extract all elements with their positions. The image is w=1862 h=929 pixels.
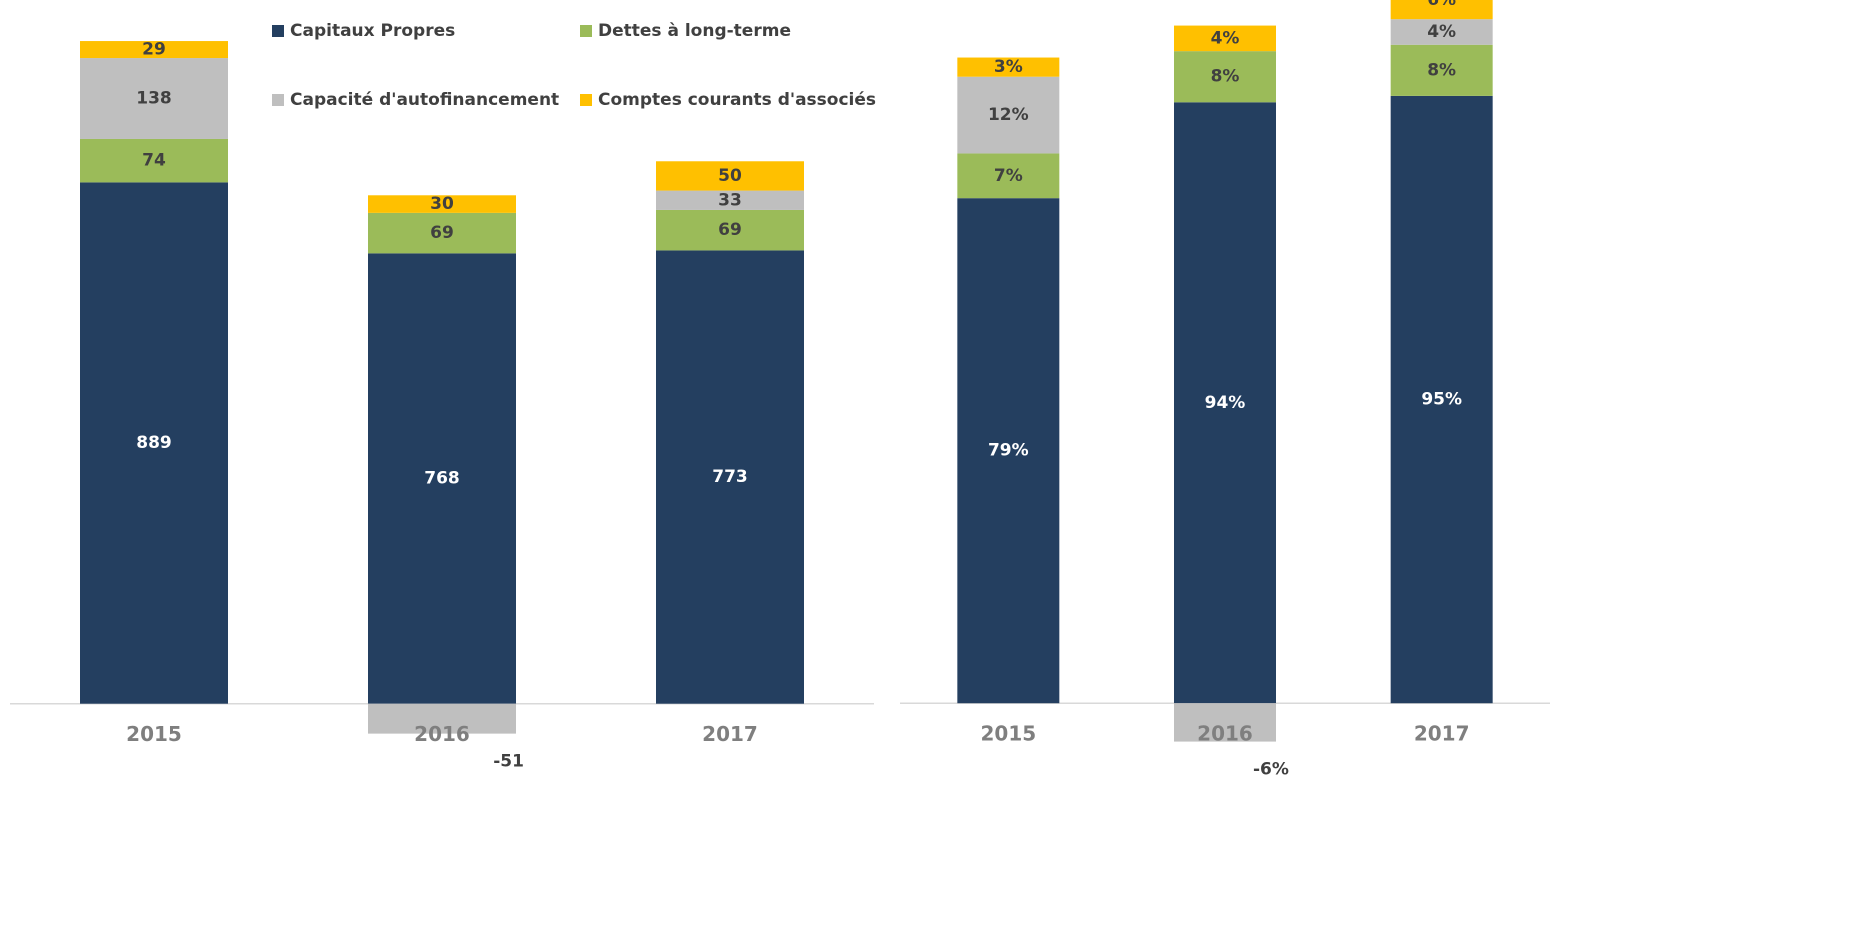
bar-segment — [368, 212, 516, 254]
data-label: 12% — [988, 105, 1029, 125]
x-tick-label: 2017 — [702, 722, 758, 746]
data-label: 29 — [142, 40, 166, 60]
bar-segment — [368, 195, 516, 213]
bar-segment — [656, 209, 804, 251]
legend-label: Comptes courants d'associés — [598, 90, 876, 110]
bar-segment — [80, 58, 228, 139]
bar-segment — [1174, 102, 1276, 704]
bar-segment — [1390, 44, 1493, 96]
bar-segment — [1174, 25, 1276, 52]
bar-segment — [656, 161, 804, 191]
legend-swatch — [272, 94, 284, 106]
data-label: 69 — [430, 223, 454, 243]
data-label: -6% — [1253, 760, 1289, 780]
legend-label: Dettes à long-terme — [598, 21, 791, 41]
data-label: 30 — [430, 194, 454, 214]
data-label: 138 — [136, 89, 172, 109]
data-label: 4% — [1211, 28, 1240, 48]
data-label: 94% — [1205, 393, 1246, 413]
bar-segment — [656, 190, 804, 210]
bar-segment — [957, 198, 1060, 704]
bar-segment — [80, 182, 228, 704]
data-label: 50 — [718, 166, 742, 186]
legend-swatch — [580, 94, 592, 106]
data-label: 79% — [988, 441, 1029, 461]
bar-segment — [656, 250, 804, 704]
data-label: 74 — [142, 151, 166, 171]
data-label: 3% — [994, 57, 1023, 77]
legend-swatch — [580, 25, 592, 37]
data-label: 889 — [136, 433, 172, 453]
legend-label: Capacité d'autofinancement — [290, 90, 559, 110]
bar-segment — [957, 57, 1060, 77]
x-tick-label: 2016 — [1197, 722, 1253, 746]
x-tick-label: 2015 — [126, 722, 182, 746]
bar-segment — [957, 76, 1060, 154]
bar-segment — [80, 138, 228, 183]
data-label: 7% — [994, 166, 1023, 186]
data-label: 33 — [718, 190, 742, 210]
data-label: 773 — [712, 467, 748, 487]
legend-label: Capitaux Propres — [290, 21, 455, 41]
legend-swatch — [272, 25, 284, 37]
data-label: 8% — [1211, 67, 1240, 87]
data-label: 69 — [718, 220, 742, 240]
bar-segment — [368, 253, 516, 704]
data-label: 8% — [1427, 60, 1456, 80]
bar-segment — [80, 41, 228, 59]
bar-segment — [1390, 0, 1493, 20]
x-tick-label: 2016 — [414, 722, 470, 746]
bar-segment — [1174, 51, 1276, 103]
x-tick-label: 2015 — [980, 722, 1036, 746]
x-tick-label: 2017 — [1414, 722, 1470, 746]
bar-segment — [1174, 703, 1276, 742]
bar-segment — [368, 703, 516, 734]
data-label: -51 — [493, 752, 524, 772]
bar-segment — [1390, 95, 1493, 704]
bar-segment — [1390, 19, 1493, 45]
data-label: 768 — [424, 469, 460, 489]
data-label: 6% — [1427, 0, 1456, 10]
bar-segment — [957, 153, 1060, 199]
data-label: 95% — [1421, 390, 1462, 410]
data-label: 4% — [1427, 22, 1456, 42]
